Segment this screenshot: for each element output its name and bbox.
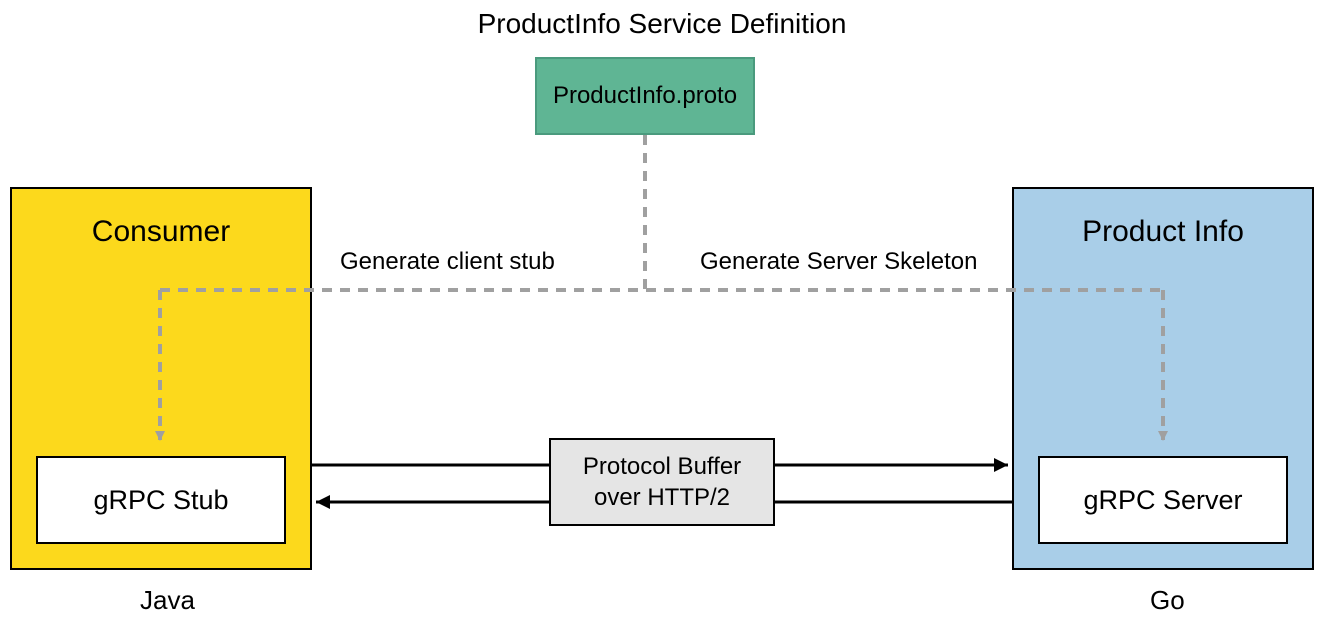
product-info-title: Product Info: [1014, 215, 1312, 249]
consumer-node: Consumer gRPC Stub: [10, 187, 312, 570]
consumer-title: Consumer: [12, 215, 310, 249]
grpc-stub-box: gRPC Stub: [36, 456, 286, 544]
generate-server-skeleton-label: Generate Server Skeleton: [700, 248, 978, 276]
generate-client-stub-label: Generate client stub: [340, 248, 555, 276]
product-info-node: Product Info gRPC Server: [1012, 187, 1314, 570]
grpc-server-label: gRPC Server: [1083, 485, 1242, 516]
grpc-stub-label: gRPC Stub: [93, 485, 228, 516]
grpc-server-box: gRPC Server: [1038, 456, 1288, 544]
grpc-architecture-diagram: ProductInfo Service Definition ProductIn…: [0, 0, 1324, 633]
protocol-line2: over HTTP/2: [594, 482, 730, 513]
java-lang-label: Java: [140, 585, 195, 616]
proto-file-label: ProductInfo.proto: [553, 82, 737, 110]
protocol-buffer-node: Protocol Buffer over HTTP/2: [549, 438, 775, 526]
diagram-title: ProductInfo Service Definition: [478, 8, 847, 40]
proto-file-node: ProductInfo.proto: [535, 57, 755, 135]
protocol-line1: Protocol Buffer: [583, 451, 741, 482]
go-lang-label: Go: [1150, 585, 1185, 616]
